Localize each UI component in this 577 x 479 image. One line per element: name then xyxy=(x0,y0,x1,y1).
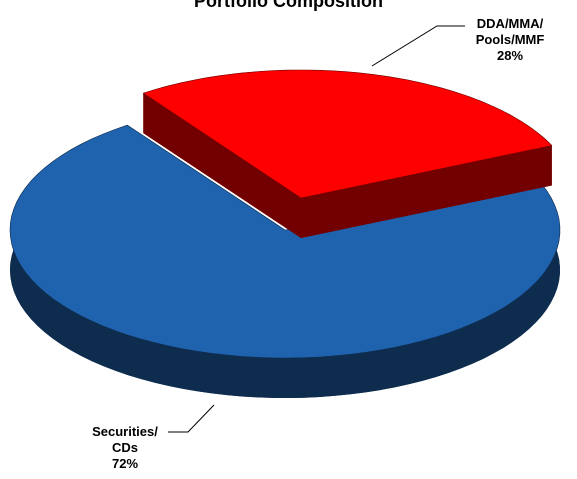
leader-line xyxy=(371,25,465,67)
chart-title: Portfolio Composition xyxy=(194,0,383,11)
slice-label: Securities/ CDs 72% xyxy=(70,424,180,472)
value-label: 28% xyxy=(496,48,524,63)
slice-side xyxy=(301,145,552,238)
category-label: Securities/ CDs xyxy=(92,424,158,455)
leader-line xyxy=(168,404,215,433)
category-label: DDA/MMA/ Pools/MMF xyxy=(475,16,545,47)
slice xyxy=(9,124,561,359)
value-label: 72% xyxy=(111,456,139,471)
slice xyxy=(142,69,553,199)
slice-label: DDA/MMA/ Pools/MMF 28% xyxy=(465,16,555,64)
slice-side xyxy=(143,93,301,238)
